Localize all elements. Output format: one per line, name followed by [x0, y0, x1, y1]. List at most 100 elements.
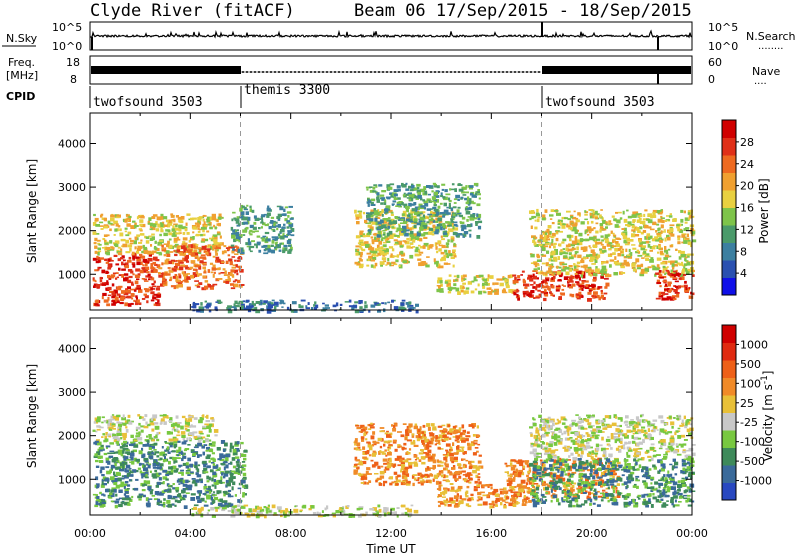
data-cell	[128, 215, 132, 219]
data-cell	[194, 280, 199, 282]
data-cell	[383, 480, 388, 484]
data-cell	[371, 247, 375, 251]
data-cell	[173, 249, 176, 253]
data-cell	[178, 479, 183, 482]
data-cell	[685, 227, 690, 230]
data-cell	[339, 303, 343, 306]
data-cell	[186, 247, 190, 250]
data-cell	[148, 489, 151, 492]
data-cell	[250, 308, 255, 311]
data-cell	[154, 240, 157, 244]
data-cell	[234, 279, 238, 282]
data-cell	[437, 500, 443, 503]
data-cell	[536, 256, 540, 259]
data-cell	[154, 263, 158, 266]
data-cell	[384, 432, 389, 435]
data-cell	[424, 203, 429, 207]
data-cell	[493, 488, 499, 493]
data-cell	[236, 272, 239, 276]
data-cell	[521, 270, 525, 273]
data-cell	[155, 221, 158, 224]
data-cell	[451, 467, 456, 470]
data-cell	[110, 260, 114, 262]
data-cell	[305, 305, 308, 309]
power-colorbar-tick-5: 20	[740, 180, 754, 193]
data-cell	[451, 221, 455, 223]
data-cell	[135, 432, 139, 435]
data-cell	[510, 491, 516, 494]
data-cell	[477, 225, 482, 230]
data-cell	[260, 221, 264, 224]
data-cell	[198, 492, 201, 497]
data-cell	[670, 296, 676, 299]
data-cell	[454, 439, 458, 442]
data-cell	[358, 449, 362, 451]
data-cell	[690, 243, 693, 248]
data-cell	[103, 234, 108, 237]
data-cell	[231, 250, 235, 254]
data-cell	[571, 254, 574, 258]
data-cell	[591, 269, 595, 273]
data-cell	[552, 459, 557, 461]
data-cell	[390, 255, 394, 258]
data-cell	[202, 463, 208, 465]
data-cell	[168, 471, 173, 475]
data-cell	[422, 424, 426, 428]
data-cell	[451, 183, 455, 186]
nsky-label: N.Sky	[6, 32, 38, 45]
data-cell	[266, 215, 270, 218]
data-cell	[406, 229, 410, 232]
data-cell	[235, 264, 238, 268]
data-cell	[534, 236, 538, 239]
data-cell	[197, 220, 200, 224]
data-cell	[219, 458, 225, 462]
data-cell	[674, 263, 679, 267]
data-cell	[95, 224, 100, 227]
data-cell	[209, 490, 212, 494]
data-cell	[468, 497, 472, 500]
data-cell	[587, 268, 592, 273]
data-cell	[149, 490, 153, 495]
data-cell	[178, 274, 182, 279]
data-cell	[203, 238, 209, 242]
data-cell	[605, 238, 609, 241]
data-cell	[156, 251, 162, 254]
data-cell	[242, 476, 247, 480]
data-cell	[198, 436, 204, 440]
data-cell	[557, 221, 562, 225]
data-cell	[616, 494, 621, 498]
data-cell	[523, 294, 526, 298]
data-cell	[101, 269, 106, 274]
data-cell	[380, 251, 385, 254]
freq-band-1	[91, 66, 241, 74]
data-cell	[621, 262, 627, 265]
data-cell	[478, 454, 482, 457]
data-cell	[669, 213, 672, 215]
data-cell	[121, 261, 124, 266]
data-cell	[163, 504, 166, 508]
data-cell	[94, 484, 97, 488]
data-cell	[152, 463, 156, 467]
data-cell	[444, 503, 447, 507]
data-cell	[440, 474, 444, 478]
data-cell	[235, 236, 241, 240]
power-colorbar-tick-6: 24	[740, 158, 754, 171]
data-cell	[97, 259, 101, 263]
data-cell	[549, 272, 554, 276]
data-cell	[641, 245, 646, 248]
data-cell	[633, 268, 637, 272]
data-cell	[611, 215, 615, 218]
data-cell	[622, 210, 625, 215]
data-cell	[149, 228, 153, 231]
data-cell	[110, 214, 115, 218]
data-cell	[236, 441, 240, 445]
data-cell	[229, 445, 234, 449]
data-cell	[197, 499, 202, 503]
data-cell	[227, 309, 233, 314]
data-cell	[117, 246, 121, 249]
data-cell	[103, 299, 109, 303]
data-cell	[631, 233, 636, 238]
data-cell	[473, 217, 478, 220]
data-cell	[411, 183, 414, 187]
data-cell	[408, 185, 413, 189]
